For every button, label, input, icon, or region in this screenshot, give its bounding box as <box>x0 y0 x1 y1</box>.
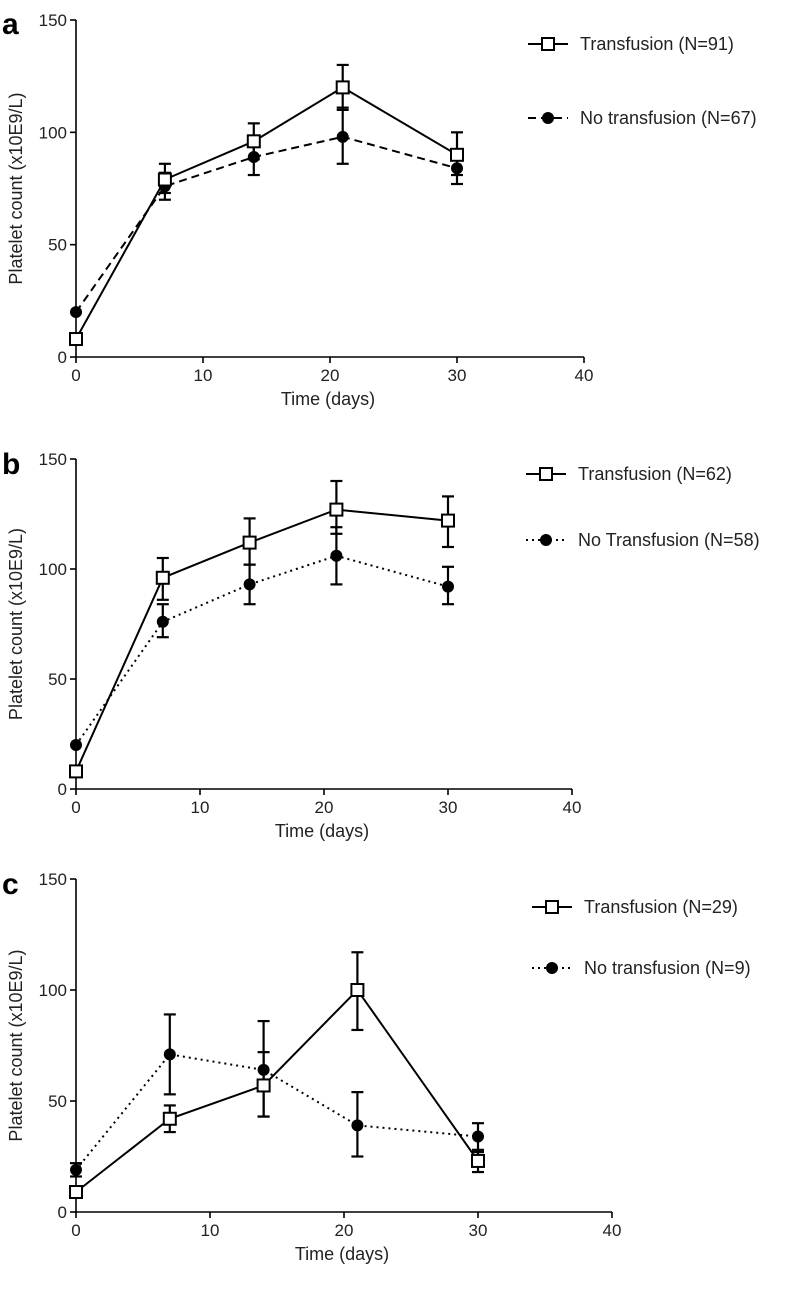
legend-marker <box>545 900 559 914</box>
y-tick-label: 100 <box>39 981 67 1000</box>
legend-entry: Transfusion (N=29) <box>532 897 738 917</box>
data-point <box>329 502 344 517</box>
data-point <box>330 549 343 562</box>
series-no-transfusion <box>70 106 463 319</box>
legend-label: Transfusion (N=91) <box>580 34 734 54</box>
chart-panel-c: c 0 50 100 150 0 10 20 30 40 Time (days) Platelet c… <box>2 868 751 1264</box>
data-point <box>336 130 349 143</box>
data-point <box>163 1048 176 1061</box>
data-point <box>156 615 169 628</box>
y-tick-label: 50 <box>48 1092 67 1111</box>
legend-marker <box>542 112 554 124</box>
legend-entry: Transfusion (N=91) <box>528 34 734 54</box>
x-tick-label: 10 <box>201 1221 220 1240</box>
legend-marker <box>540 534 552 546</box>
chart-panel-a: a 0 50 100 150 0 10 20 30 40 Time (days) Platelet c… <box>2 8 757 409</box>
legend-marker <box>539 467 553 481</box>
series-transfusion <box>69 951 485 1200</box>
data-point <box>70 739 82 751</box>
x-tick-label: 30 <box>469 1221 488 1240</box>
series-no-transfusion <box>70 1013 484 1178</box>
data-point <box>242 535 257 550</box>
legend-label: Transfusion (N=62) <box>578 464 732 484</box>
legend-entry: No transfusion (N=67) <box>528 108 757 128</box>
x-tick-label: 10 <box>194 366 213 385</box>
x-tick-label: 20 <box>321 366 340 385</box>
y-tick-label: 50 <box>48 670 67 689</box>
data-point <box>256 1078 271 1093</box>
legend-entry: Transfusion (N=62) <box>526 464 732 484</box>
data-point <box>69 332 83 347</box>
x-tick-label: 0 <box>71 1221 80 1240</box>
data-point <box>70 306 82 319</box>
data-point <box>162 1111 177 1126</box>
x-axis-label: Time (days) <box>275 821 369 841</box>
data-point <box>155 570 170 585</box>
x-tick-label: 20 <box>335 1221 354 1240</box>
x-tick-label: 40 <box>563 798 582 817</box>
series-line <box>75 86 458 340</box>
series-no-transfusion <box>70 526 454 751</box>
y-tick-label: 150 <box>39 11 67 30</box>
series-line <box>75 135 458 313</box>
y-tick-label: 100 <box>39 123 67 142</box>
x-axis-label: Time (days) <box>281 389 375 409</box>
data-point <box>246 134 261 149</box>
panel-letter: a <box>2 8 19 41</box>
data-point <box>350 983 365 997</box>
x-axis-label: Time (days) <box>295 1244 389 1264</box>
data-point <box>442 580 454 593</box>
x-tick-label: 0 <box>71 366 80 385</box>
y-tick-label: 100 <box>39 560 67 579</box>
series-transfusion <box>69 479 455 779</box>
legend-marker <box>541 37 555 51</box>
panel-letter: c <box>2 868 19 901</box>
x-tick-label: 30 <box>439 798 458 817</box>
chart-panel-b: b 0 50 100 150 0 10 20 30 40 Time (days) Platelet c… <box>2 448 760 841</box>
x-tick-label: 20 <box>315 798 334 817</box>
y-axis-label: Platelet count (x10E9/L) <box>6 528 26 720</box>
data-point <box>243 578 256 591</box>
x-tick-label: 40 <box>575 366 594 385</box>
data-point <box>69 1185 83 1200</box>
data-point <box>472 1130 484 1143</box>
data-point <box>450 147 464 162</box>
x-tick-label: 10 <box>191 798 210 817</box>
legend-label: Transfusion (N=29) <box>584 897 738 917</box>
legend-label: No transfusion (N=9) <box>584 958 751 978</box>
y-axis-label: Platelet count (x10E9/L) <box>6 949 26 1141</box>
data-point <box>69 764 83 779</box>
series-line <box>75 988 479 1193</box>
y-tick-label: 150 <box>39 870 67 889</box>
legend-label: No transfusion (N=67) <box>580 108 757 128</box>
panel-letter: b <box>2 448 20 481</box>
x-tick-label: 40 <box>603 1221 622 1240</box>
y-tick-label: 0 <box>58 780 67 799</box>
data-point <box>157 172 172 187</box>
y-axis-label: Platelet count (x10E9/L) <box>6 92 26 284</box>
data-point <box>351 1119 364 1132</box>
y-tick-label: 50 <box>48 236 67 255</box>
x-tick-label: 0 <box>71 798 80 817</box>
y-tick-label: 0 <box>58 348 67 367</box>
x-tick-label: 30 <box>448 366 467 385</box>
series-line <box>75 508 449 772</box>
data-point <box>70 1163 82 1176</box>
data-point <box>471 1153 485 1168</box>
y-tick-label: 150 <box>39 450 67 469</box>
series-transfusion <box>69 63 464 347</box>
series-line <box>75 554 449 746</box>
data-point <box>441 513 455 528</box>
legend-label: No Transfusion (N=58) <box>578 530 760 550</box>
legend-entry: No Transfusion (N=58) <box>526 530 760 550</box>
y-tick-label: 0 <box>58 1203 67 1222</box>
legend-entry: No transfusion (N=9) <box>532 958 751 978</box>
legend-marker <box>546 962 558 974</box>
data-point <box>335 80 350 95</box>
